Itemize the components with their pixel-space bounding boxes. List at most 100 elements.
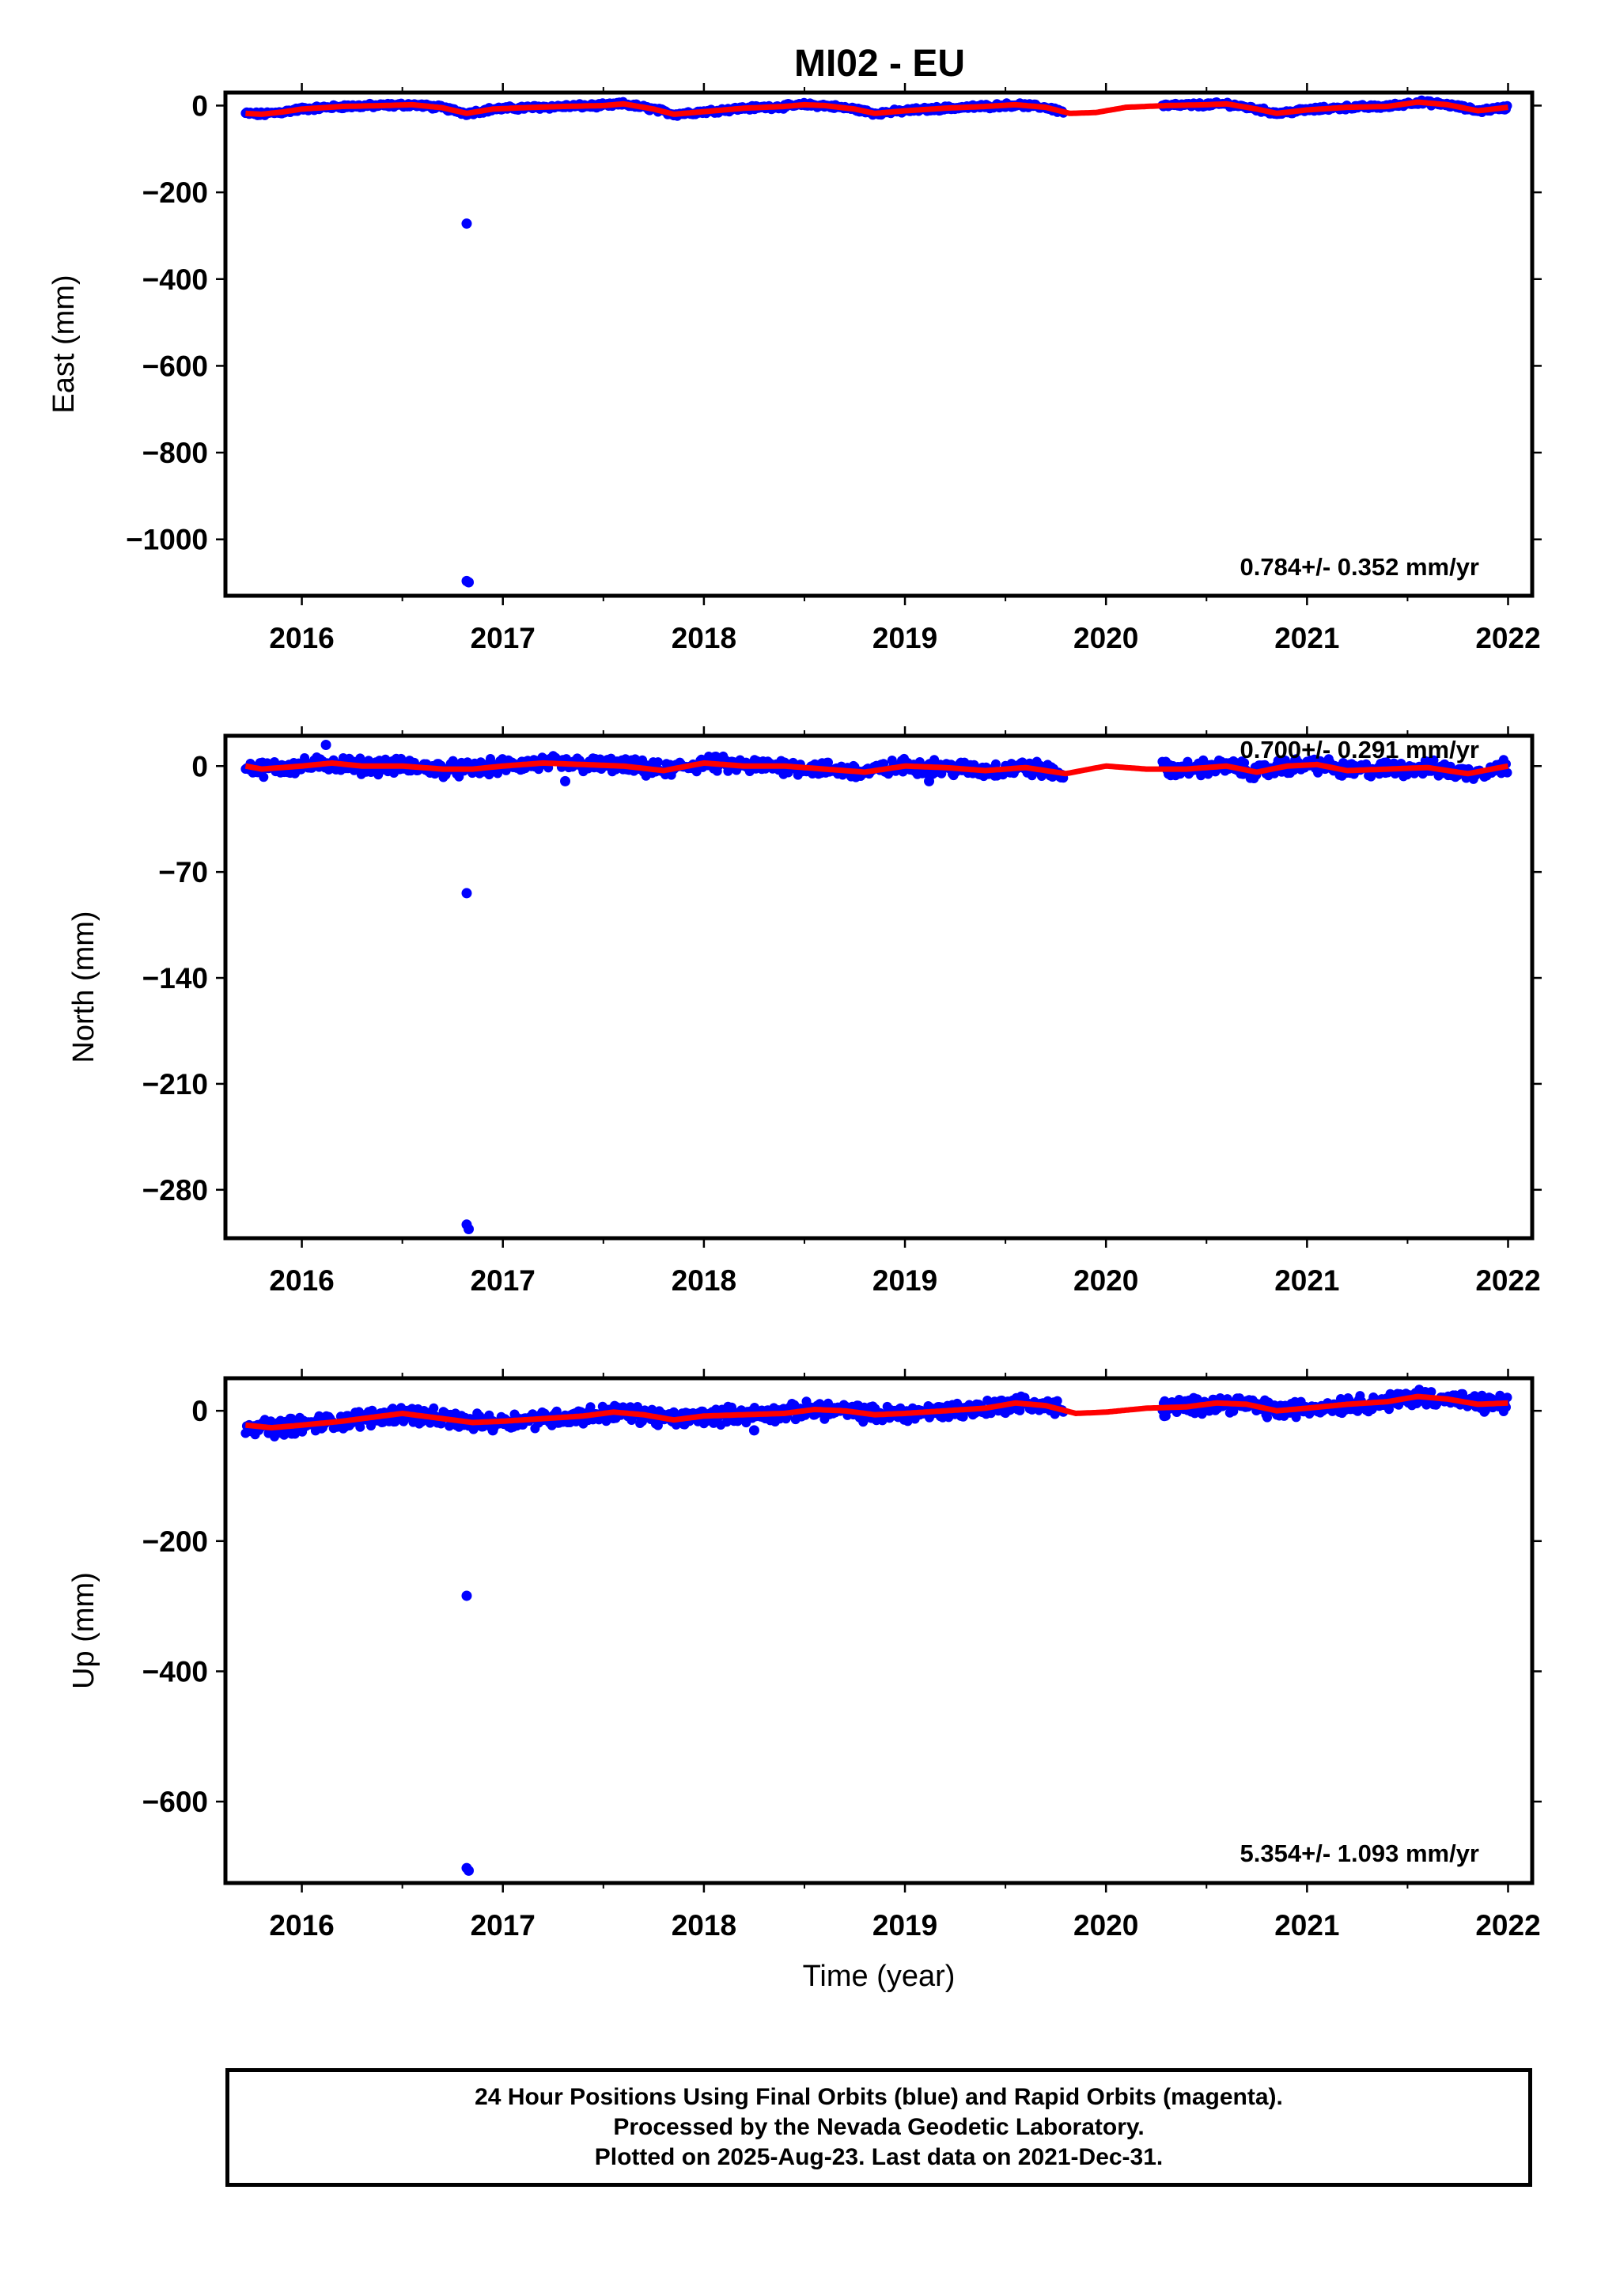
y-axis-label-2: North (mm)	[67, 911, 100, 1063]
chart-title: MI02 - EU	[794, 43, 965, 85]
y-tick-label: −200	[142, 1525, 208, 1558]
panel-2: 2016 2017 2018 2019 2020 2021 2022 0 −70 −140 −210…	[67, 726, 1542, 1297]
observed-point	[551, 1406, 562, 1416]
x-tick-label: 2017	[471, 1264, 536, 1297]
y-axis-2: 0 −70 −140 −210 −280	[142, 750, 1542, 1207]
observed-point	[1458, 1389, 1468, 1399]
plot-frame-3	[223, 1376, 1535, 1885]
footer-line-2: Processed by the Nevada Geodetic Laborat…	[613, 2114, 1145, 2140]
x-axis-2: 2016 2017 2018 2019 2020 2021 2022	[269, 726, 1541, 1297]
plot-frame-1	[223, 90, 1535, 598]
observed-point	[1160, 1396, 1170, 1406]
y-tick-label: −800	[142, 437, 208, 469]
x-tick-label: 2021	[1274, 622, 1339, 654]
model-line-1	[244, 99, 1509, 117]
outlier-point	[560, 775, 571, 786]
x-axis-3: 2016 2017 2018 2019 2020 2021 2022	[269, 1369, 1541, 1942]
outlier-point	[461, 888, 472, 899]
x-tick-label: 2018	[672, 1909, 736, 1942]
plot-area-3	[240, 1385, 1512, 1876]
outlier-point	[286, 1428, 297, 1439]
observed-point	[259, 772, 269, 782]
x-axis-label: Time (year)	[803, 1960, 956, 1993]
observed-point	[1262, 1412, 1272, 1423]
outlier-point	[748, 1425, 759, 1436]
y-tick-label: −210	[142, 1068, 208, 1101]
observed-point	[493, 768, 503, 779]
observed-point	[1384, 1404, 1394, 1415]
observed-point	[1052, 1396, 1062, 1406]
y-axis-label-3: Up (mm)	[67, 1572, 100, 1689]
x-tick-label: 2020	[1073, 1909, 1138, 1942]
x-tick-label: 2018	[672, 1264, 736, 1297]
footer-line-3: Plotted on 2025-Aug-23. Last data on 202…	[594, 2144, 1164, 2170]
x-tick-label: 2019	[872, 1264, 937, 1297]
plot-area-1	[240, 95, 1512, 588]
y-tick-label: −200	[142, 176, 208, 209]
panels: 2016 2017 2018 2019 2020 2021 2022 0 −200 −400 −60…	[47, 83, 1542, 1993]
x-tick-label: 2017	[471, 1909, 536, 1942]
y-axis-label-1: East (mm)	[47, 275, 81, 413]
y-tick-label: 0	[191, 750, 208, 782]
x-tick-label: 2018	[672, 622, 736, 654]
y-tick-label: −1000	[126, 524, 208, 556]
x-tick-label: 2021	[1274, 1909, 1339, 1942]
panel-1: 2016 2017 2018 2019 2020 2021 2022 0 −200 −400 −60…	[47, 83, 1542, 654]
x-tick-label: 2020	[1073, 622, 1138, 654]
velocity-rate-2: 0.700+/- 0.291 mm/yr	[1240, 736, 1479, 763]
x-tick-label: 2016	[269, 1909, 334, 1942]
y-tick-label: −600	[142, 1786, 208, 1818]
plot-frame-2	[223, 733, 1535, 1241]
observed-point	[534, 764, 543, 775]
velocity-rate-1: 0.784+/- 0.352 mm/yr	[1240, 553, 1479, 581]
y-tick-label: 0	[191, 1395, 208, 1427]
y-tick-label: −280	[142, 1174, 208, 1207]
outlier-point	[1159, 1411, 1170, 1422]
x-tick-label: 2022	[1475, 1909, 1540, 1942]
x-tick-label: 2016	[269, 622, 334, 654]
outlier-point	[464, 1865, 475, 1876]
observed-point	[585, 1402, 596, 1412]
x-tick-label: 2019	[872, 1909, 937, 1942]
model-line-2	[244, 760, 1509, 777]
observed-point	[1192, 1394, 1202, 1404]
x-tick-label: 2022	[1475, 622, 1540, 654]
observed-point	[1502, 767, 1512, 778]
observed-point	[823, 757, 833, 767]
observed-point	[1228, 1406, 1239, 1416]
outlier-point	[320, 739, 331, 750]
y-tick-label: −600	[142, 350, 208, 382]
y-tick-label: −400	[142, 1655, 208, 1688]
y-tick-label: −140	[142, 962, 208, 995]
x-tick-label: 2019	[872, 622, 937, 654]
observed-point	[1426, 1387, 1436, 1397]
observed-point	[668, 1407, 679, 1417]
outlier-point	[464, 577, 475, 588]
x-tick-label: 2021	[1274, 1264, 1339, 1297]
x-axis-1: 2016 2017 2018 2019 2020 2021 2022	[269, 83, 1541, 654]
x-tick-label: 2022	[1475, 1264, 1540, 1297]
footer-line-1: 24 Hour Positions Using Final Orbits (bl…	[475, 2084, 1283, 2110]
outlier-point	[461, 1590, 472, 1601]
observed-points-3	[240, 1385, 1512, 1876]
panel-3: 2016 2017 2018 2019 2020 2021 2022 0 −200 −400 −60…	[67, 1369, 1542, 1993]
observed-point	[653, 757, 663, 767]
observed-point	[1429, 755, 1439, 765]
plot-area-2	[240, 739, 1512, 1235]
footer-box: 24 Hour Positions Using Final Orbits (bl…	[225, 2068, 1532, 2187]
velocity-rate-3: 5.354+/- 1.093 mm/yr	[1240, 1839, 1479, 1867]
observed-point	[1273, 756, 1283, 766]
y-axis-1: 0 −200 −400 −600 −800 −1000	[126, 89, 1542, 556]
observed-point	[1502, 1392, 1512, 1403]
outlier-point	[924, 775, 935, 786]
outlier-point	[464, 1224, 475, 1235]
y-axis-3: 0 −200 −400 −600	[142, 1395, 1542, 1818]
observed-point	[425, 1418, 435, 1428]
outlier-point	[461, 218, 472, 229]
observed-points-2	[240, 739, 1512, 1235]
x-tick-label: 2016	[269, 1264, 334, 1297]
observed-point	[990, 759, 1001, 769]
y-tick-label: −400	[142, 263, 208, 296]
observed-point	[355, 1422, 365, 1432]
